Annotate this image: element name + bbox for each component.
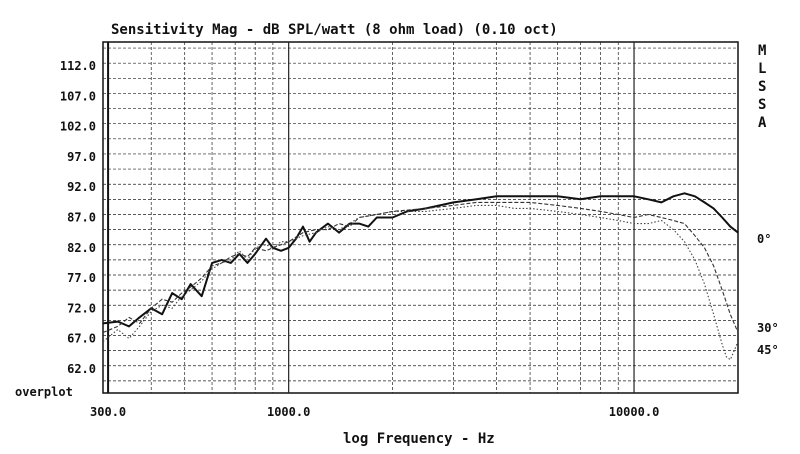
x-tick-label: 10000.0 bbox=[609, 405, 660, 419]
series-end-labels: 0° 30° 45° bbox=[757, 232, 779, 357]
series-line-0 bbox=[102, 192, 739, 328]
y-axis-ticks: 112.0 107.0 102.0 97.0 92.0 87.0 82.0 77.0 72.0 6… bbox=[60, 59, 96, 376]
side-letter: S bbox=[758, 97, 766, 113]
y-tick-label: 112.0 bbox=[60, 59, 96, 73]
side-letter: A bbox=[758, 115, 767, 131]
series-end-label: 45° bbox=[757, 343, 779, 357]
series-line-2 bbox=[102, 204, 739, 361]
y-tick-label: 82.0 bbox=[67, 241, 96, 255]
y-tick-label: 72.0 bbox=[67, 301, 96, 315]
side-letter: M bbox=[758, 43, 766, 59]
y-tick-label: 77.0 bbox=[67, 271, 96, 285]
grid bbox=[102, 41, 739, 394]
x-tick-label: 1000.0 bbox=[267, 405, 310, 419]
y-tick-label: 97.0 bbox=[67, 150, 96, 164]
y-tick-label: 67.0 bbox=[67, 332, 96, 346]
series-line-1 bbox=[102, 201, 739, 334]
series-lines bbox=[102, 192, 739, 361]
x-axis-label: log Frequency - Hz bbox=[343, 431, 495, 447]
y-tick-label: 62.0 bbox=[67, 362, 96, 376]
x-axis-ticks: 300.0 1000.0 10000.0 bbox=[90, 405, 659, 419]
y-tick-label: 92.0 bbox=[67, 180, 96, 194]
x-tick-label: 300.0 bbox=[90, 405, 126, 419]
side-letter: S bbox=[758, 79, 766, 95]
side-letter: L bbox=[758, 61, 766, 77]
y-tick-label: 107.0 bbox=[60, 89, 96, 103]
y-tick-label: 87.0 bbox=[67, 211, 96, 225]
y-tick-label: 102.0 bbox=[60, 120, 96, 134]
series-end-label: 30° bbox=[757, 321, 779, 335]
chart-title: Sensitivity Mag - dB SPL/watt (8 ohm loa… bbox=[111, 22, 558, 38]
overplot-label: overplot bbox=[15, 385, 73, 399]
series-end-label: 0° bbox=[757, 232, 771, 246]
plot-frame bbox=[102, 41, 739, 394]
